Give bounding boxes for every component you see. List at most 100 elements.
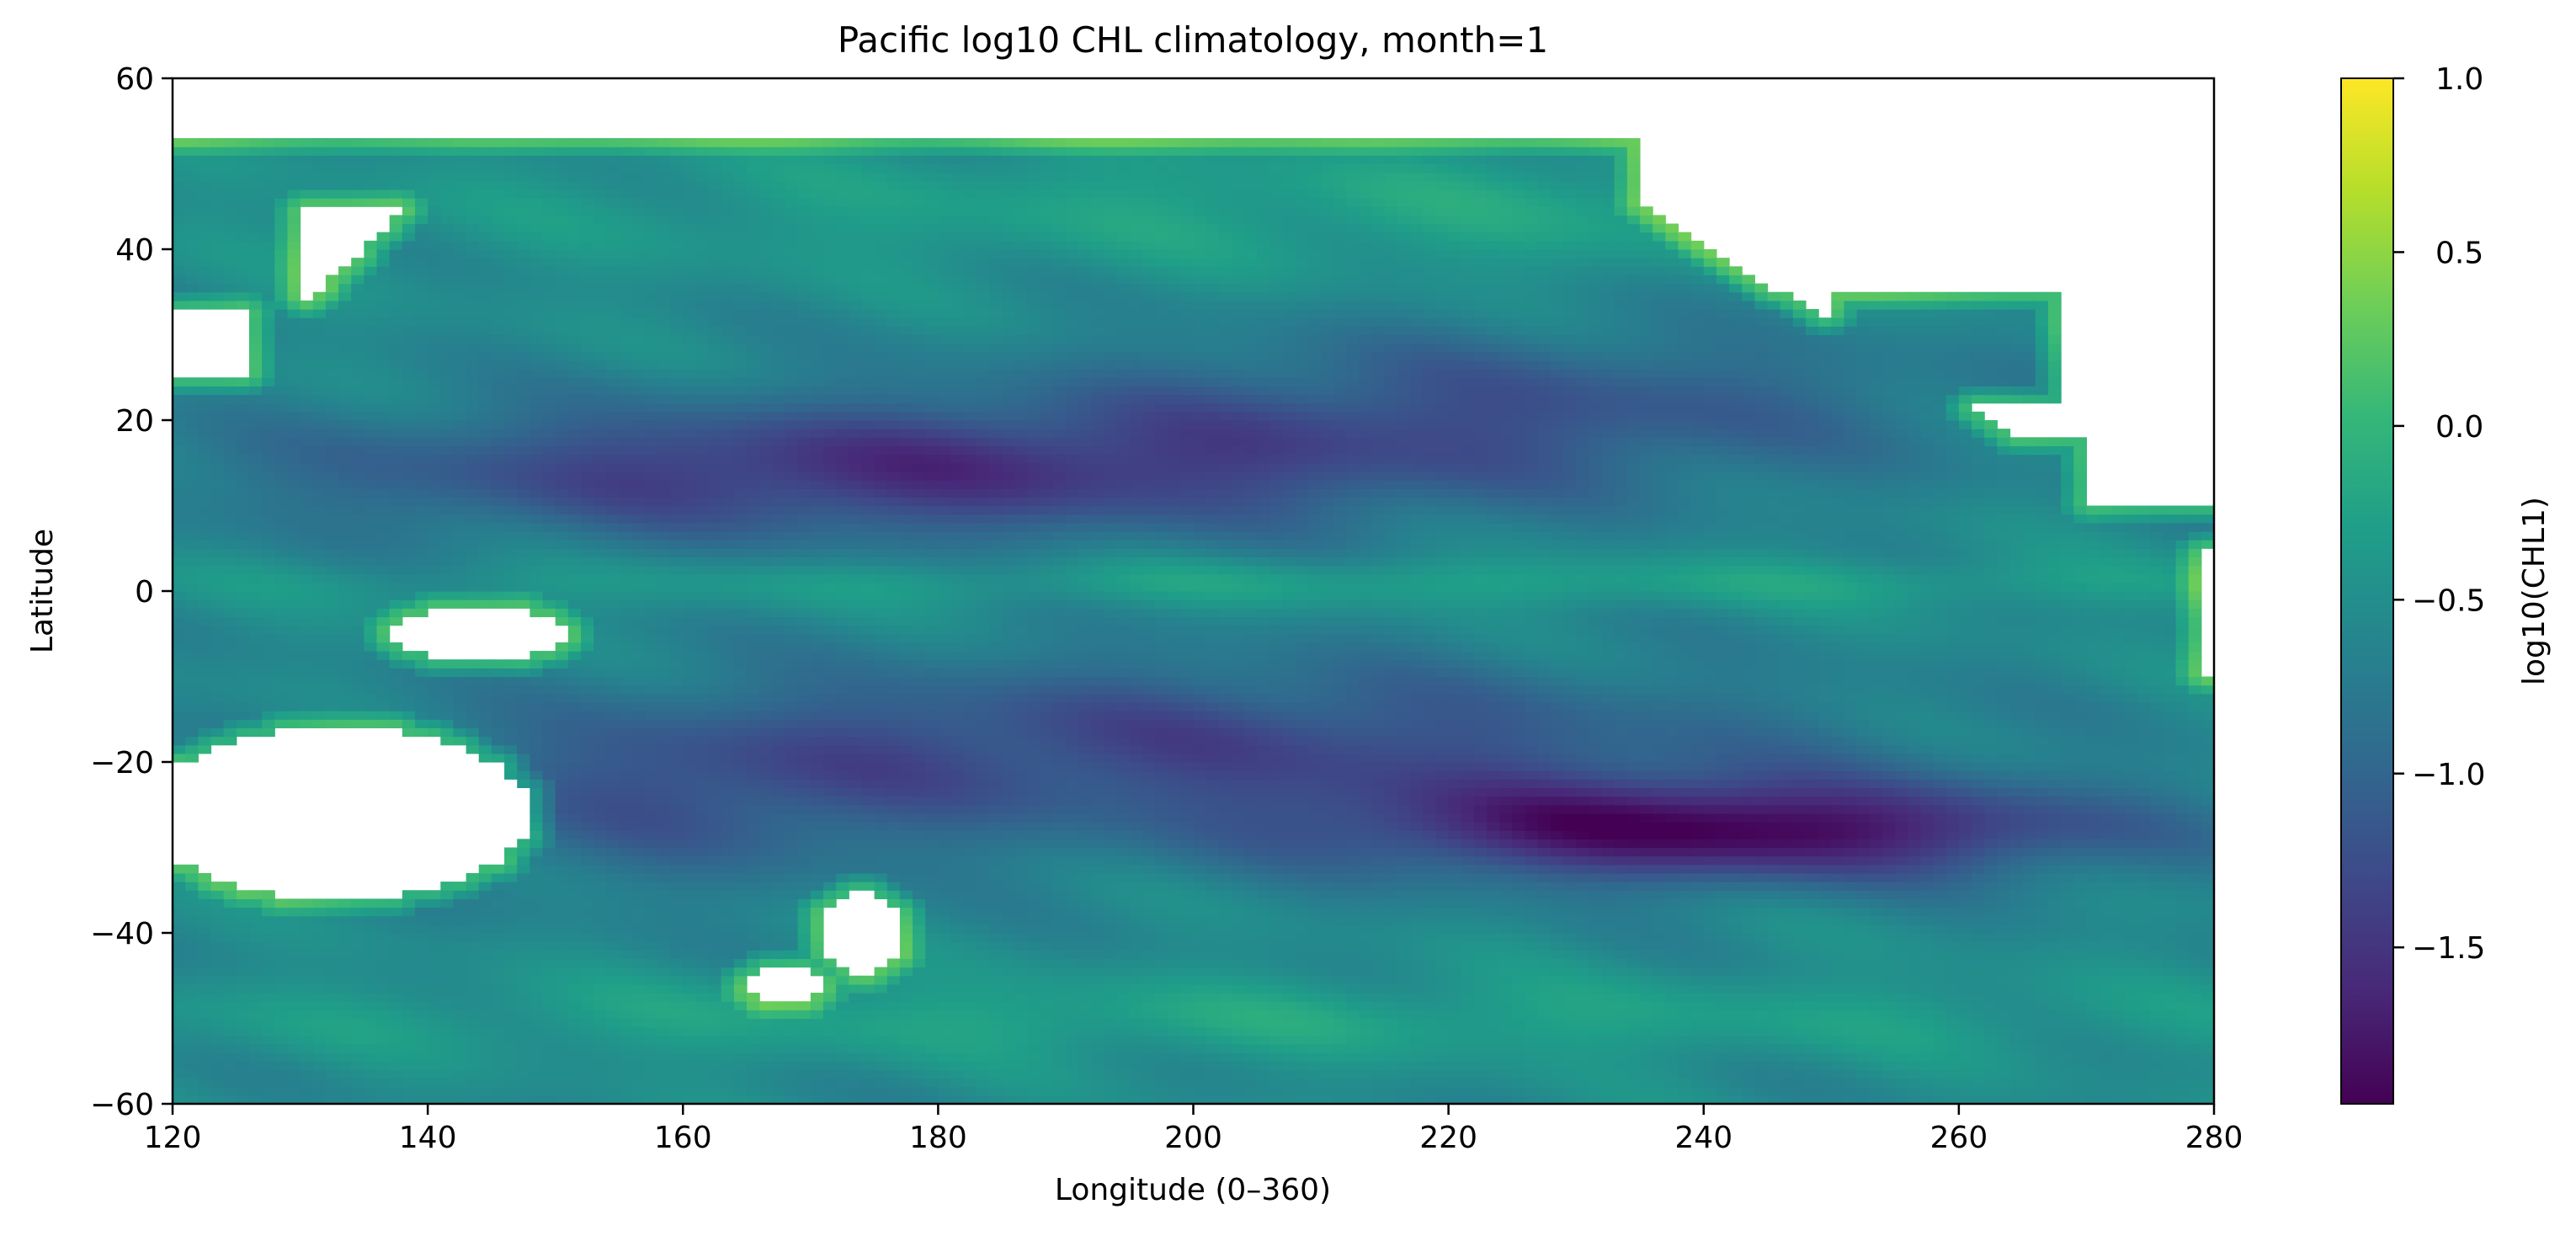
heatmap-cell [1678,958,1692,968]
heatmap-cell [1384,864,1398,874]
heatmap-cell [1129,822,1143,831]
heatmap-cell [925,915,939,925]
heatmap-cell [1180,950,1195,960]
heatmap-cell [1972,915,1985,925]
heatmap-cell [351,907,365,917]
heatmap-cell [1767,1086,1781,1096]
heatmap-cell [1716,975,1730,985]
heatmap-cell [1703,1095,1717,1104]
heatmap-cell [223,950,237,960]
heatmap-cell [1537,950,1551,960]
heatmap-cell [478,967,492,977]
heatmap-cell [1052,1018,1067,1028]
heatmap-cell [274,1010,289,1020]
heatmap-cell [1269,822,1284,831]
heatmap-cell [785,822,799,831]
heatmap-cell [1218,1069,1232,1079]
heatmap-cell [414,890,428,899]
heatmap-cell [1295,975,1309,985]
heatmap-cell [1116,839,1131,849]
heatmap-cell [2073,882,2088,891]
heatmap-cell [899,1061,913,1070]
heatmap-cell [1346,1026,1360,1036]
heatmap-cell [1512,882,1526,891]
heatmap-cell [657,1078,671,1088]
heatmap-cell [517,864,530,874]
heatmap-cell [785,933,799,942]
heatmap-cell [989,890,1003,899]
heatmap-cell [721,898,735,908]
heatmap-cell [1958,872,1972,882]
heatmap-cell [1716,1095,1730,1104]
heatmap-cell [325,1052,339,1062]
heatmap-cell [1027,1069,1041,1079]
heatmap-cell [2073,830,2088,839]
heatmap-cell [1601,890,1615,899]
heatmap-cell [2086,1026,2100,1036]
heatmap-cell [402,1026,416,1036]
heatmap-cell [2150,975,2164,985]
heatmap-cell [976,1026,990,1036]
heatmap-cell [300,941,314,951]
heatmap-cell [1180,983,1195,994]
heatmap-cell [1945,1035,1960,1045]
heatmap-cell [1869,830,1883,839]
heatmap-cell [1155,958,1168,968]
heatmap-cell [2047,1043,2062,1053]
heatmap-cell [376,1052,391,1062]
heatmap-cell [1359,907,1373,917]
heatmap-cell [581,933,594,942]
heatmap-cell [1831,1052,1845,1062]
heatmap-cell [1231,872,1245,882]
heatmap-cell [1856,1010,1871,1020]
heatmap-cell [644,1086,658,1096]
heatmap-cell [312,1035,327,1045]
heatmap-cell [708,1061,722,1070]
heatmap-cell [1180,1052,1195,1062]
heatmap-cell [1078,872,1092,882]
heatmap-cell [1639,983,1653,994]
heatmap-cell [1155,872,1168,882]
heatmap-cell [236,967,250,977]
heatmap-cell [274,1043,289,1053]
heatmap-cell [1206,864,1220,874]
heatmap-cell [2137,1095,2151,1104]
heatmap-cell [849,1018,863,1028]
heatmap-cell [1690,898,1705,908]
heatmap-cell [1589,915,1603,925]
heatmap-cell [1180,924,1195,934]
heatmap-cell [1206,983,1220,994]
heatmap-cell [2061,915,2074,925]
heatmap-cell [466,882,480,891]
heatmap-cell [708,882,722,891]
heatmap-cell [1078,890,1092,899]
heatmap-cell [2188,1052,2202,1062]
heatmap-cell [1908,872,1922,882]
heatmap-cell [173,1018,186,1028]
heatmap-cell [581,1061,594,1070]
heatmap-cell [364,907,378,917]
heatmap-cell [886,872,901,882]
heatmap-cell [963,1061,977,1070]
heatmap-cell [364,993,378,1002]
heatmap-cell [1703,1026,1717,1036]
heatmap-cell [1295,822,1309,831]
heatmap-cell [1678,975,1692,985]
heatmap-cell [466,993,480,1002]
heatmap-cell [606,882,620,891]
heatmap-cell [248,915,263,925]
heatmap-cell [478,1069,492,1079]
heatmap-cell [2009,1026,2024,1036]
heatmap-cell [1040,1095,1054,1104]
heatmap-cell [453,898,467,908]
heatmap-cell [567,915,582,925]
heatmap-cell [593,1061,607,1070]
heatmap-cell [1052,1078,1067,1088]
heatmap-cell [198,941,212,951]
heatmap-cell [1231,967,1245,977]
heatmap-cell [695,839,710,849]
heatmap-cell [874,975,888,985]
heatmap-cell [1512,907,1526,917]
heatmap-cell [619,915,633,925]
heatmap-cell [1244,855,1258,866]
